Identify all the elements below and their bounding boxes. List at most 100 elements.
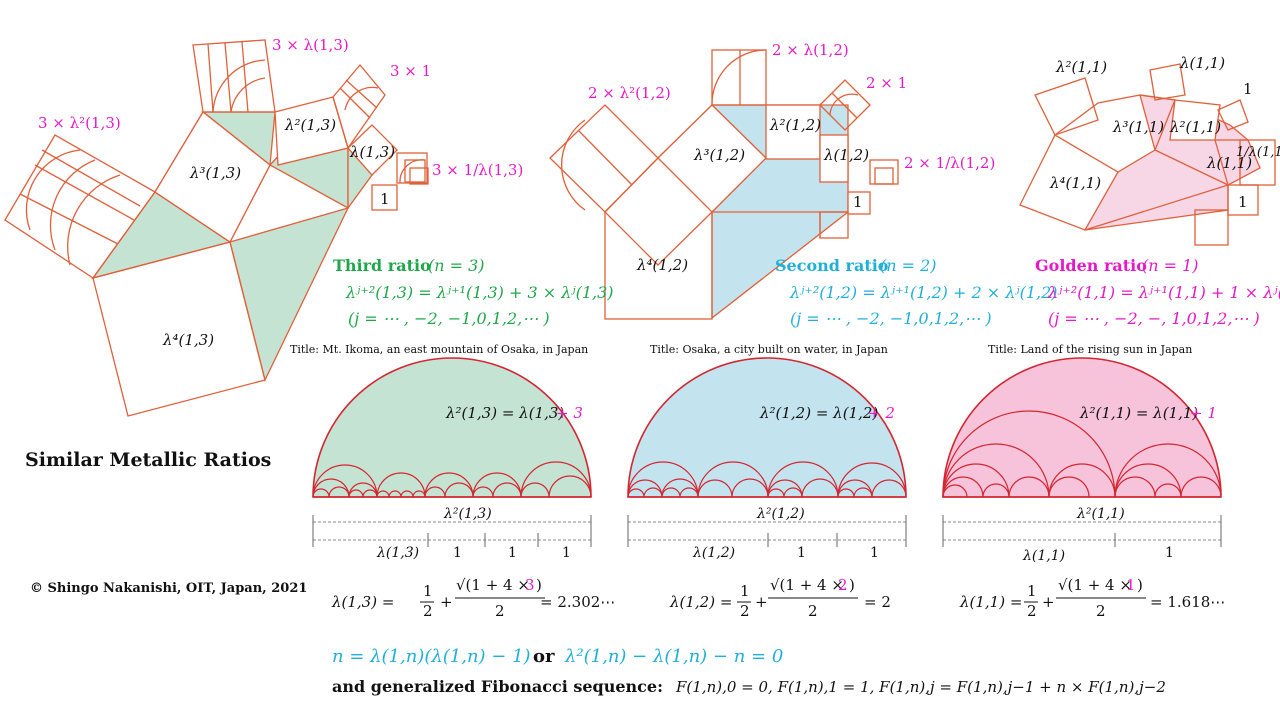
second-square-l1 [819, 134, 849, 183]
dim-second-part-2: 1 [870, 545, 879, 561]
third-side-squares-l2 [4, 134, 156, 279]
second-recurrence: λʲ⁺²(1,2) = λʲ⁺¹(1,2) + 2 × λʲ(1,2) [789, 283, 1058, 302]
second-ratio-n: (n = 2) [880, 256, 937, 275]
bottom-eq-or: or [533, 646, 555, 667]
golden-sq-l1-label: λ(1,1) [1179, 54, 1225, 72]
third-square-one [371, 184, 398, 211]
second-label-2x-l2: 2 × λ²(1,2) [588, 84, 671, 102]
svg-text:+: + [1042, 593, 1055, 611]
golden-sq-one-label: 1 [1243, 80, 1253, 98]
dim-third-top: λ²(1,3) [443, 506, 492, 522]
golden-ratio-title: Golden ratio [1035, 256, 1147, 275]
arch-third-semicircle [312, 357, 592, 498]
third-label-3x-l: 3 × λ(1,3) [272, 36, 349, 54]
svg-text:2: 2 [1027, 602, 1037, 620]
value-formula-second: λ(1,2) = 1 2 + √(1 + 4 × 2 ) 2 = 2 [669, 576, 891, 620]
third-recurrence: λʲ⁺²(1,3) = λʲ⁺¹(1,3) + 3 × λʲ(1,3) [345, 283, 614, 302]
dim-golden-part-0: λ(1,1) [1022, 548, 1065, 564]
dim-third-part-2: 1 [508, 545, 517, 561]
formula-second-value: = 2 [864, 593, 891, 611]
third-label-3x-l2: 3 × λ²(1,3) [38, 114, 121, 132]
svg-text:2: 2 [1096, 602, 1106, 620]
golden-square-l2 [1034, 77, 1099, 136]
golden-ratio-geometry [1019, 63, 1276, 246]
golden-recurrence: λʲ⁺²(1,1) = λʲ⁺¹(1,1) + 1 × λʲ(1,1) [1047, 283, 1280, 302]
third-label-3x1: 3 × 1 [390, 62, 431, 80]
golden-sq-l3-label: λ³(1,1) [1112, 118, 1164, 136]
arch-second-semicircle [627, 357, 907, 498]
svg-text:+: + [755, 593, 768, 611]
golden-square-l1 [1149, 63, 1186, 101]
second-sq-one-label: 1 [853, 193, 863, 211]
golden-j-range: (j = ⋯ , −2, −, 1,0,1,2,⋯ ) [1048, 309, 1260, 328]
svg-text:1: 1 [423, 582, 433, 600]
formula-second-n: 2 [838, 576, 848, 594]
bottom-equations: n = λ(1,n)(λ(1,n) − 1) or λ²(1,n) − λ(1,… [332, 646, 1166, 696]
third-sq-one-label: 1 [380, 190, 390, 208]
golden-ratio-n: (n = 1) [1142, 256, 1199, 275]
third-ratio-equations: Third ratio (n = 3) λʲ⁺²(1,3) = λʲ⁺¹(1,3… [333, 256, 614, 328]
arch-equations: λ²(1,3) = λ(1,3) + 3 λ²(1,2) = λ(1,2) + … [445, 404, 1217, 422]
golden-ratio-equations: Golden ratio (n = 1) λʲ⁺²(1,1) = λʲ⁺¹(1,… [1035, 256, 1280, 328]
arch-golden-title: Title: Land of the rising sun in Japan [988, 343, 1192, 356]
fibonacci-label: and generalized Fibonacci sequence: [332, 677, 663, 696]
second-top-squares-l [711, 49, 767, 106]
svg-text:λ(1,2) =: λ(1,2) = [669, 593, 732, 611]
golden-sq-one-b-label: 1 [1238, 193, 1248, 211]
third-ratio-labels: 3 × λ²(1,3) 3 × λ(1,3) 3 × 1 3 × 1/λ(1,3… [38, 36, 523, 349]
value-formula-golden: λ(1,1) = 1 2 + √(1 + 4 × 1 ) 2 = 1.618⋯ [959, 576, 1225, 620]
dimension-lines [313, 521, 1221, 541]
dimension-labels: λ²(1,3) λ(1,3) 1 1 1 λ²(1,2) λ(1,2) 1 1 … [376, 506, 1174, 564]
arch-second-eq-add: + 2 [868, 404, 895, 422]
copyright: © Shingo Nakanishi, OIT, Japan, 2021 [30, 581, 307, 596]
golden-square-l3 [1053, 94, 1156, 173]
second-small-squares [869, 159, 899, 185]
second-square-l2 [765, 104, 821, 160]
third-sq-l3-label: λ³(1,3) [189, 164, 241, 182]
value-formula-third: λ(1,3) = 1 2 + √(1 + 4 × 3 ) 2 = 2.302⋯ [331, 576, 615, 620]
second-square-one [847, 191, 871, 215]
svg-text:): ) [849, 576, 855, 594]
dim-second-part-1: 1 [797, 545, 806, 561]
golden-sq-l1b-label: λ(1,1) [1206, 154, 1252, 172]
formula-third-value: = 2.302⋯ [540, 593, 615, 611]
third-square-l1 [347, 124, 398, 176]
arch-third-eq: λ²(1,3) = λ(1,3) [445, 404, 564, 422]
svg-text:√(1 + 4 ×: √(1 + 4 × [1058, 576, 1132, 594]
third-sq-l2-label: λ²(1,3) [284, 116, 336, 134]
golden-square-bottom [1194, 209, 1229, 246]
svg-text:): ) [536, 576, 542, 594]
bottom-eq-right: λ²(1,n) − λ(1,n) − n = 0 [564, 646, 783, 667]
svg-text:2: 2 [495, 602, 505, 620]
svg-text:): ) [1137, 576, 1143, 594]
second-ratio-labels: 2 × λ²(1,2) 2 × λ(1,2) 2 × 1 2 × 1/λ(1,2… [588, 41, 995, 274]
arch-third-title: Title: Mt. Ikoma, an east mountain of Os… [290, 343, 588, 356]
third-top-squares-l [192, 39, 276, 113]
arch-second-eq: λ²(1,2) = λ(1,2) [759, 404, 878, 422]
dim-golden-part-1: 1 [1165, 545, 1174, 561]
second-sq-l1-label: λ(1,2) [823, 146, 869, 164]
bottom-eq-left: n = λ(1,n)(λ(1,n) − 1) [332, 646, 531, 667]
golden-sq-l2b-label: λ²(1,1) [1169, 118, 1221, 136]
arch-titles: Title: Mt. Ikoma, an east mountain of Os… [290, 343, 1192, 356]
golden-square-one-a [1217, 99, 1249, 131]
second-sq-l3-label: λ³(1,2) [693, 146, 745, 164]
second-label-2x1: 2 × 1 [866, 74, 907, 92]
third-ratio-n: (n = 3) [428, 256, 485, 275]
fibonacci-formula: F(1,n),0 = 0, F(1,n),1 = 1, F(1,n),j = F… [675, 678, 1166, 696]
third-square-l4 [92, 241, 266, 417]
third-ratio-geometry [4, 39, 429, 417]
svg-text:2: 2 [423, 602, 433, 620]
second-j-range: (j = ⋯ , −2, −1,0,1,2,⋯ ) [790, 309, 992, 328]
third-ratio-title: Third ratio [333, 256, 431, 275]
formula-third-n: 3 [525, 576, 535, 594]
svg-text:+: + [440, 593, 453, 611]
second-ratio-geometry [549, 49, 899, 320]
arch-golden [942, 357, 1222, 498]
dim-second-top: λ²(1,2) [756, 506, 805, 522]
second-label-2x-l: 2 × λ(1,2) [772, 41, 849, 59]
third-sq-l4-label: λ⁴(1,3) [162, 331, 214, 349]
arch-third [312, 357, 592, 498]
golden-sq-l2-label: λ²(1,1) [1055, 58, 1107, 76]
